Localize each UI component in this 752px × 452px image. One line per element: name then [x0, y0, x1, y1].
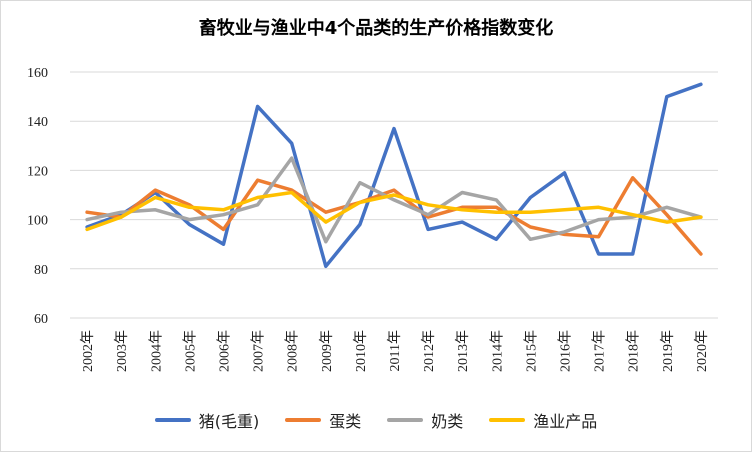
- x-tick-label: 2005年: [182, 330, 198, 372]
- legend-label: 猪(毛重): [198, 412, 260, 431]
- x-axis: 2002年 2003年 2004年 2005年 2006年 2007年 2008年 2009年…: [80, 330, 710, 372]
- x-tick-label: 2015年: [523, 330, 539, 372]
- chart-title: 畜牧业与渔业中4个品类的生产价格指数变化: [198, 18, 554, 39]
- legend-item: 渔业产品: [489, 408, 597, 432]
- y-tick-label: 120: [27, 164, 48, 179]
- legend-item: 猪(毛重): [154, 408, 260, 432]
- x-tick-label: 2003年: [114, 330, 130, 372]
- legend-label: 蛋类: [329, 412, 362, 431]
- x-tick-label: 2010年: [353, 330, 369, 372]
- x-tick-label: 2006年: [216, 330, 232, 372]
- x-tick-label: 2004年: [148, 330, 164, 372]
- x-tick-label: 2007年: [251, 330, 267, 372]
- y-tick-label: 100: [27, 214, 48, 229]
- y-tick-label: 60: [34, 312, 48, 327]
- series-lines: [85, 82, 703, 269]
- legend-swatch: [489, 418, 526, 422]
- legend: 猪(毛重) 蛋类 奶类 渔业产品: [0, 408, 752, 432]
- x-tick-label: 2013年: [455, 330, 471, 372]
- y-tick-label: 160: [27, 66, 48, 81]
- x-tick-label: 2017年: [592, 330, 608, 372]
- legend-item: 蛋类: [285, 408, 361, 432]
- x-tick-label: 2020年: [694, 330, 710, 372]
- series-line: [85, 156, 703, 244]
- x-tick-label: 2019年: [660, 330, 676, 372]
- x-tick-label: 2014年: [489, 330, 505, 372]
- legend-label: 奶类: [431, 412, 464, 431]
- x-tick-label: 2011年: [387, 330, 403, 371]
- legend-swatch: [154, 418, 191, 422]
- legend-swatch: [387, 418, 424, 422]
- y-axis: 60 80 100 120 140 160: [27, 66, 48, 327]
- x-tick-label: 2012年: [421, 330, 437, 372]
- y-tick-label: 140: [27, 115, 48, 130]
- y-tick-label: 80: [34, 263, 48, 278]
- x-tick-label: 2018年: [626, 330, 642, 372]
- series-line: [85, 176, 703, 256]
- legend-label: 渔业产品: [533, 412, 598, 431]
- series-line: [85, 82, 703, 269]
- x-tick-label: 2009年: [319, 330, 335, 372]
- legend-item: 奶类: [387, 408, 463, 432]
- x-tick-label: 2016年: [558, 330, 574, 372]
- x-tick-label: 2008年: [285, 330, 301, 372]
- series-line: [85, 190, 703, 232]
- legend-swatch: [285, 418, 322, 422]
- x-tick-label: 2002年: [80, 330, 96, 372]
